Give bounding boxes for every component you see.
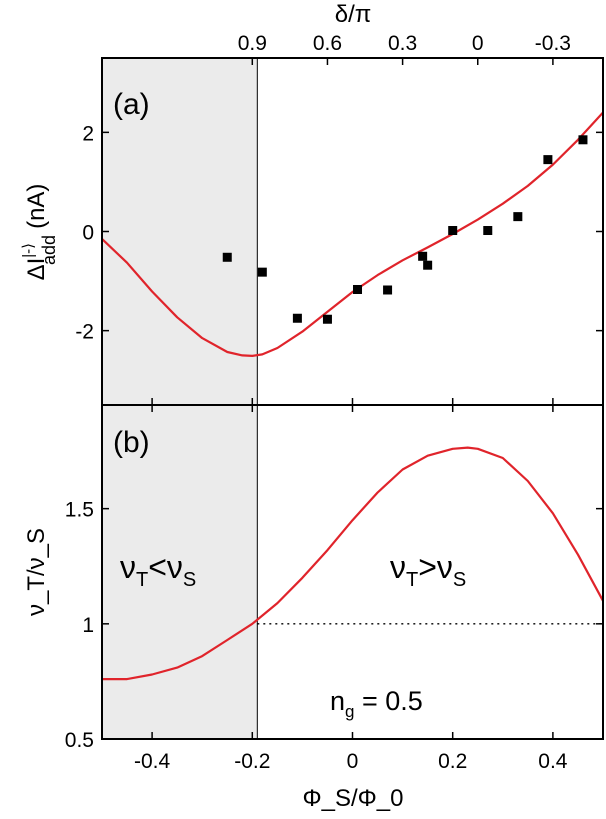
region-left-sub-t: T	[136, 569, 148, 591]
region-right-nu-2: ν	[437, 549, 453, 585]
panel-b-shaded-region	[102, 405, 258, 739]
panel-a-data-point	[292, 313, 302, 323]
region-left-op: <	[148, 549, 167, 585]
panel-a-data-point	[448, 226, 458, 236]
panel-a-data-point	[322, 314, 332, 324]
panel-a-top-tick-label: -0.3	[535, 32, 571, 55]
top-axis-label-text: δ/π	[335, 1, 372, 28]
panel-b: 0.5 1 1.5 -0.4 -0.2 0 0.2 0.4 (b) ν_T/ν_S Φ_S/Φ…	[23, 404, 604, 812]
x-tick-label: -0.2	[234, 750, 270, 773]
ng-sub: g	[345, 702, 354, 721]
region-right-nu-1: ν	[390, 549, 406, 585]
panel-a-top-axis-label: δ/π	[335, 1, 372, 28]
panel-b-ratio-curve	[102, 446, 604, 681]
region-right-sub-t: T	[406, 569, 418, 591]
region-label-left: νT<νS	[120, 549, 196, 591]
ng-n: n	[330, 686, 345, 716]
ng-rest: = 0.5	[355, 686, 423, 716]
y-label-main: ΔI	[23, 258, 50, 281]
panel-a-data-point	[257, 267, 267, 277]
panel-a-points-layer	[222, 135, 588, 324]
panel-a-data-point	[578, 135, 588, 145]
x-tick-label: 0	[347, 750, 359, 773]
panel-a-y-tick-label: 2	[82, 122, 94, 145]
panel-a-y-tick-label: 0	[82, 222, 94, 245]
panel-a-data-point	[418, 251, 428, 261]
panel-a-curve-layer	[101, 111, 604, 357]
panel-b-y-tick-label: 0.5	[65, 729, 94, 752]
panel-a-y-tick-label: -2	[75, 321, 94, 344]
region-label-right: νT>νS	[390, 549, 466, 591]
panel-a-top-tick-label: 0.6	[313, 32, 342, 55]
panel-b-curve-layer	[102, 446, 604, 681]
panel-a-data-point	[423, 260, 433, 270]
panel-a-top-tick-label: 0	[472, 32, 484, 55]
panel-b-ticks: 0.5 1 1.5 -0.4 -0.2 0 0.2 0.4	[65, 405, 603, 773]
panel-a-top-tick-label: 0.9	[238, 32, 267, 55]
x-axis-label: Φ_S/Φ_0	[302, 785, 403, 812]
x-tick-label: -0.4	[134, 750, 171, 773]
y-label-unit: (nA)	[23, 184, 50, 229]
region-left-sub-s: S	[183, 569, 196, 591]
y-label-sub: add	[39, 235, 59, 265]
panel-a-data-point	[383, 285, 393, 295]
panel-b-y-tick-label: 1.5	[65, 499, 94, 522]
ng-annotation: ng = 0.5	[330, 686, 423, 721]
panel-a-fit-curve	[101, 111, 604, 357]
x-tick-label: 0.2	[438, 750, 467, 773]
panel-b-label: (b)	[113, 426, 150, 459]
panel-a-shaded-region	[102, 58, 258, 405]
y-label-sup: |-⟩	[20, 243, 37, 258]
panel-a-data-point	[353, 284, 363, 294]
region-left-nu-2: ν	[167, 549, 183, 585]
x-tick-label: 0.4	[538, 750, 568, 773]
panel-a-y-axis-label: ΔI|-⟩ add (nA)	[20, 184, 59, 281]
panel-a-data-point	[222, 252, 232, 262]
panel-b-y-tick-label: 1	[82, 614, 94, 637]
panel-a-data-point	[513, 212, 523, 222]
panel-a-label: (a)	[113, 88, 150, 121]
panel-a-data-point	[543, 155, 553, 165]
panel-b-y-axis-label: ν_T/ν_S	[23, 528, 50, 616]
panel-a-top-tick-label: 0.3	[388, 32, 417, 55]
region-right-sub-s: S	[453, 569, 466, 591]
region-right-op: >	[418, 549, 437, 585]
region-left-nu-1: ν	[120, 549, 136, 585]
panel-a-data-point	[483, 226, 493, 236]
